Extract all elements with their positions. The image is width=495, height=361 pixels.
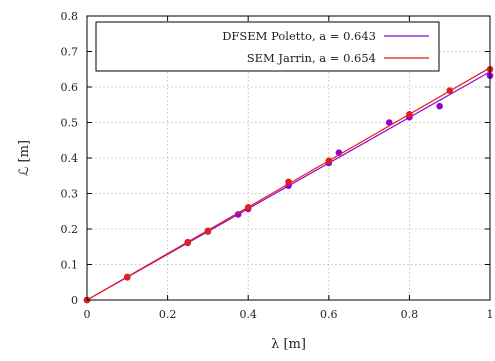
legend-label-1: SEM Jarrin, a = 0.654 xyxy=(247,51,376,65)
data-point xyxy=(325,157,333,165)
x-tick-label: 0.2 xyxy=(159,308,177,321)
data-point xyxy=(285,178,292,186)
y-tick-label: 0.1 xyxy=(61,259,79,272)
data-point xyxy=(234,211,242,218)
x-tick-label: 0.8 xyxy=(401,308,419,321)
y-tick-label: 0.8 xyxy=(61,10,79,23)
x-tick-label: 0.4 xyxy=(239,308,257,321)
y-tick-label: 0.6 xyxy=(61,81,79,94)
legend-entries: DFSEM Poletto, a = 0.643 SEM Jarrin, a = … xyxy=(222,29,429,65)
legend: DFSEM Poletto, a = 0.643 SEM Jarrin, a = … xyxy=(95,21,440,72)
data-point xyxy=(436,102,443,110)
y-axis-label: ℒ [m] xyxy=(17,140,32,176)
y-tick-label: 0 xyxy=(71,294,78,307)
y-tick-label: 0.7 xyxy=(61,46,79,59)
data-point xyxy=(184,238,192,246)
data-point xyxy=(385,119,393,126)
legend-box xyxy=(95,21,440,72)
data-point xyxy=(446,87,454,94)
y-tick-label: 0.3 xyxy=(61,188,79,201)
data-point xyxy=(406,111,413,118)
ticks: 0 0.2 0.4 0.6 0.8 1 0 0.1 0.2 0.3 0.4 0.5 0.6 0.7 0.8 xyxy=(61,10,494,321)
x-tick-label: 0 xyxy=(84,308,91,321)
series-layer xyxy=(83,65,494,304)
x-axis-label: λ [m] xyxy=(271,337,306,352)
legend-label-0: DFSEM Poletto, a = 0.643 xyxy=(222,29,376,43)
data-point xyxy=(244,204,252,211)
y-tick-label: 0.4 xyxy=(61,152,79,165)
y-tick-label: 0.5 xyxy=(61,117,79,130)
y-tick-label: 0.2 xyxy=(61,223,79,236)
data-point xyxy=(124,273,131,281)
x-tick-label: 0.6 xyxy=(320,308,338,321)
x-tick-label: 1 xyxy=(487,308,494,321)
data-point xyxy=(204,227,212,235)
series-0 xyxy=(83,71,494,304)
